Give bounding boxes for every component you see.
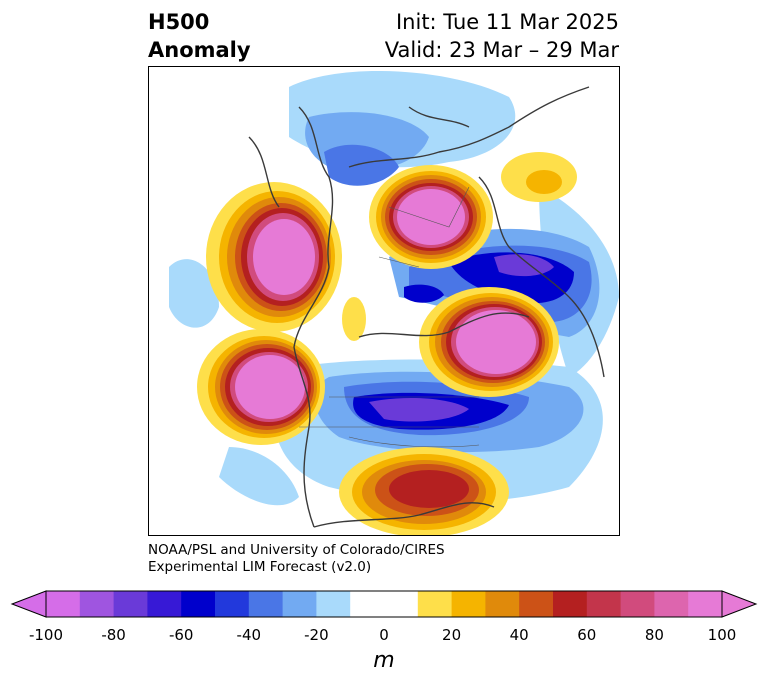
credit-line2: Experimental LIM Forecast (v2.0) <box>148 559 372 575</box>
colorbar-ticks: -100 -80 -60 -40 -20 0 20 40 60 80 100 <box>0 626 768 646</box>
positive-center-north-pacific <box>197 329 325 445</box>
colorbar-segment <box>620 591 655 617</box>
colorbar-tick-label: 100 <box>707 626 737 644</box>
positive-small-centers <box>342 152 577 341</box>
positive-center-west-canada <box>206 182 342 332</box>
colorbar-tick-label: -20 <box>304 626 329 644</box>
colorbar-segment <box>553 591 588 617</box>
chart-title: H500 Anomaly <box>148 8 251 64</box>
colorbar-segment <box>113 591 148 617</box>
colorbar-tick-label: -60 <box>168 626 194 644</box>
colorbar-arrow-left <box>10 590 47 618</box>
credit-line1: NOAA/PSL and University of Colorado/CIRE… <box>148 542 445 558</box>
colorbar-segment <box>519 591 554 617</box>
date-info: Init: Tue 11 Mar 2025 Valid: 23 Mar – 29… <box>385 8 619 64</box>
colorbar-segment <box>181 591 216 617</box>
colorbar-segment <box>654 591 689 617</box>
colorbar-segment <box>688 591 723 617</box>
colorbar-segment <box>316 591 351 617</box>
init-date: Init: Tue 11 Mar 2025 <box>395 10 619 34</box>
colorbar-segment <box>485 591 520 617</box>
valid-range: Valid: 23 Mar – 29 Mar <box>384 38 619 62</box>
colorbar <box>10 590 758 618</box>
positive-center-alaska <box>419 287 559 397</box>
colorbar-segment <box>215 591 250 617</box>
colorbar-segment <box>46 591 81 617</box>
colorbar-segment <box>282 591 317 617</box>
colorbar-tick-label: -100 <box>28 626 64 644</box>
colorbar-tick-label: 60 <box>577 626 597 644</box>
colorbar-tick-label: 20 <box>442 626 462 644</box>
anomaly-map <box>148 66 620 536</box>
colorbar-segment <box>147 591 182 617</box>
coastlines <box>248 86 605 528</box>
colorbar-tick-label: 80 <box>644 626 664 644</box>
colorbar-segment <box>248 591 284 617</box>
colorbar-segment <box>384 591 419 617</box>
colorbar-segment <box>417 591 453 617</box>
negative-extreme-region <box>369 254 554 422</box>
colorbar-unit: m <box>373 648 395 673</box>
borders <box>299 186 480 448</box>
colorbar-segments <box>46 591 723 617</box>
colorbar-tick-label: -80 <box>101 626 126 644</box>
colorbar-arrow-right <box>721 590 758 618</box>
credit-text: NOAA/PSL and University of Colorado/CIRE… <box>148 542 445 576</box>
colorbar-segment <box>586 591 622 617</box>
colorbar-tick-label: 0 <box>379 626 389 644</box>
title-line2: Anomaly <box>148 38 251 62</box>
title-line1: H500 <box>148 10 210 34</box>
positive-center-siberia <box>369 165 493 269</box>
colorbar-segment <box>79 591 115 617</box>
colorbar-segment <box>350 591 385 617</box>
map-canvas <box>169 70 619 535</box>
colorbar-segment <box>451 591 486 617</box>
colorbar-tick-label: -40 <box>236 626 262 644</box>
colorbar-tick-label: 40 <box>509 626 529 644</box>
colorbar-frame <box>45 590 723 618</box>
positive-center-mexico <box>339 447 509 535</box>
